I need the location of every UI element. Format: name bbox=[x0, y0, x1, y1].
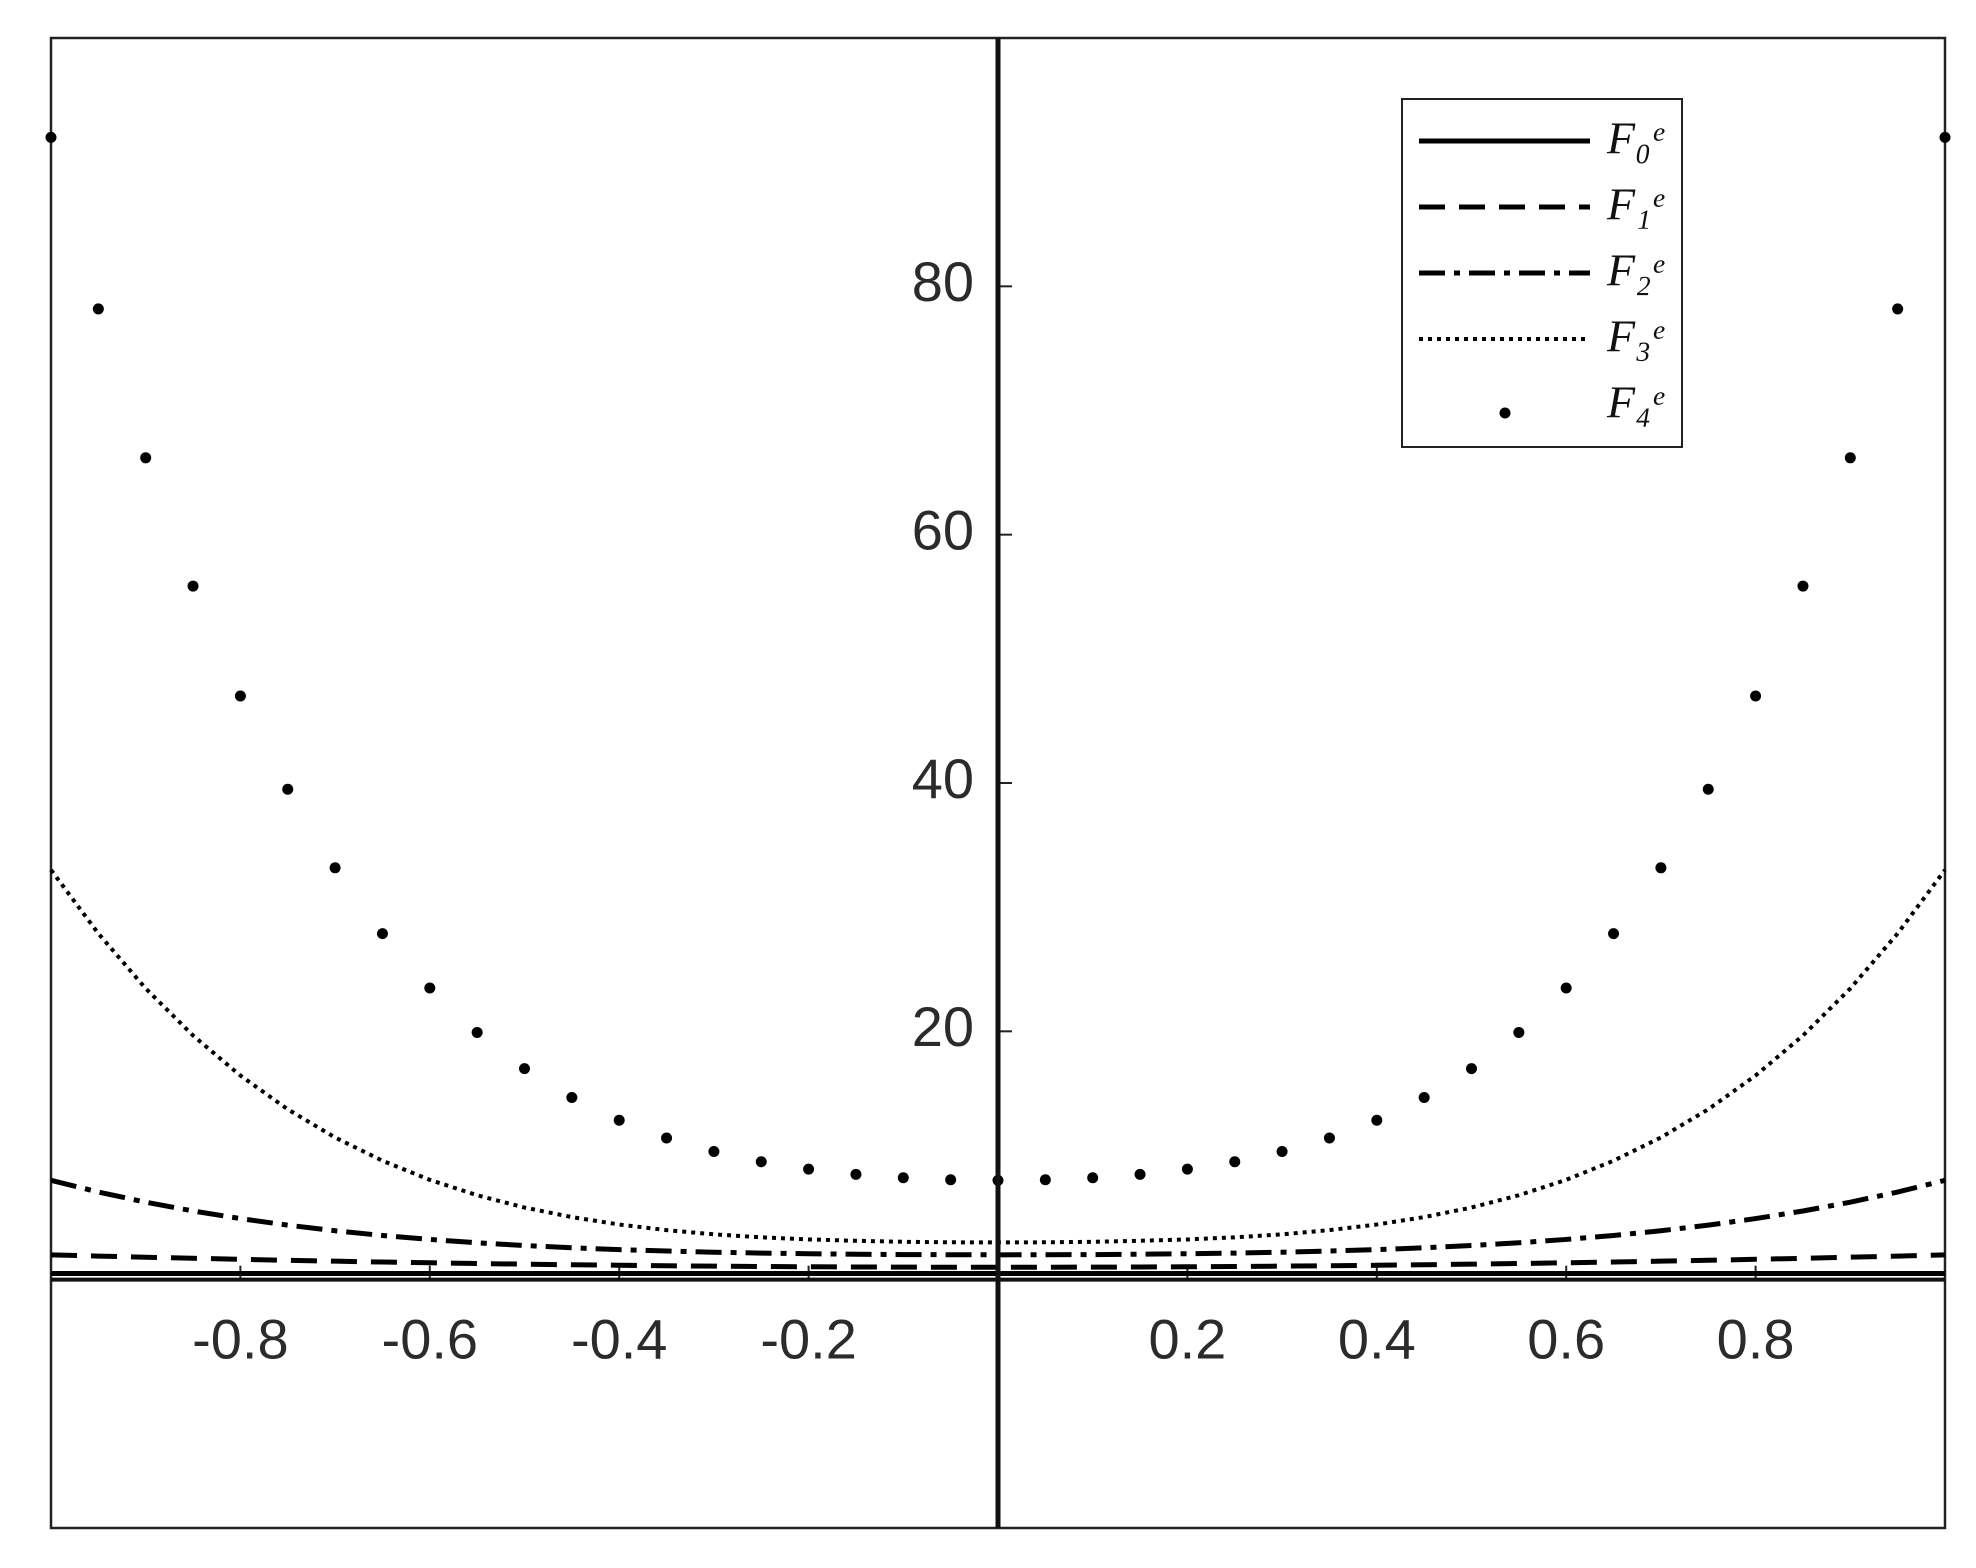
marker bbox=[1750, 690, 1762, 702]
marker bbox=[424, 982, 436, 994]
marker bbox=[471, 1026, 483, 1038]
marker bbox=[1418, 1092, 1430, 1104]
x-tick-label: -0.6 bbox=[382, 1307, 479, 1370]
marker bbox=[661, 1132, 673, 1144]
legend-label: F₃ᵉ bbox=[1606, 311, 1665, 362]
marker bbox=[1371, 1114, 1383, 1126]
x-tick-label: 0.4 bbox=[1338, 1307, 1416, 1370]
legend: F₀ᵉ F₁ᵉ F₂ᵉ F₃ᵉ F₄ᵉ bbox=[1401, 98, 1683, 448]
y-tick-label: 80 bbox=[912, 250, 974, 313]
marker bbox=[1087, 1172, 1099, 1184]
marker bbox=[1702, 783, 1714, 795]
marker bbox=[92, 303, 104, 315]
legend-label: F₂ᵉ bbox=[1606, 245, 1665, 296]
legend-label: F₄ᵉ bbox=[1606, 377, 1665, 428]
marker bbox=[1229, 1156, 1241, 1168]
marker bbox=[1797, 580, 1809, 592]
marker bbox=[1181, 1163, 1193, 1175]
x-tick-label: -0.8 bbox=[192, 1307, 289, 1370]
legend-label: F₀ᵉ bbox=[1606, 113, 1665, 164]
marker bbox=[708, 1146, 720, 1158]
x-tick-label: 0.6 bbox=[1527, 1307, 1605, 1370]
x-tick-label: 0.8 bbox=[1717, 1307, 1795, 1370]
marker bbox=[1608, 928, 1620, 940]
marker bbox=[1892, 303, 1904, 315]
marker bbox=[187, 580, 199, 592]
marker bbox=[850, 1168, 862, 1180]
marker bbox=[234, 690, 246, 702]
marker bbox=[1844, 452, 1856, 464]
marker bbox=[803, 1163, 815, 1175]
y-tick-label: 20 bbox=[912, 995, 974, 1058]
marker bbox=[945, 1174, 957, 1186]
marker bbox=[1560, 982, 1572, 994]
marker bbox=[45, 131, 57, 143]
marker bbox=[519, 1063, 530, 1075]
marker bbox=[1466, 1063, 1477, 1075]
x-tick-label: -0.2 bbox=[760, 1307, 857, 1370]
marker bbox=[376, 928, 388, 940]
marker bbox=[329, 862, 341, 874]
marker bbox=[282, 783, 294, 795]
marker bbox=[1276, 1146, 1288, 1158]
ticks: 20 40 60 80 -0.8 -0.6 -0.4 -0.2 0.2 0.4 0.6 0.8 bbox=[192, 250, 1794, 1370]
marker bbox=[566, 1092, 578, 1104]
marker bbox=[1655, 862, 1667, 874]
marker bbox=[1513, 1026, 1525, 1038]
marker bbox=[1134, 1168, 1146, 1180]
marker bbox=[613, 1114, 625, 1126]
line-dashed bbox=[50, 1252, 1946, 1270]
x-tick-label: -0.4 bbox=[571, 1307, 668, 1370]
marker bbox=[755, 1156, 767, 1168]
y-tick-label: 60 bbox=[912, 498, 974, 561]
x-tick-label: 0.2 bbox=[1148, 1307, 1226, 1370]
marker bbox=[140, 452, 152, 464]
marker bbox=[897, 1172, 909, 1184]
marker bbox=[1323, 1132, 1335, 1144]
marker bbox=[1939, 131, 1951, 143]
legend-label: F₁ᵉ bbox=[1606, 179, 1665, 230]
axes bbox=[51, 38, 1945, 1528]
legend-marker bbox=[1499, 407, 1511, 419]
marker bbox=[1039, 1174, 1051, 1186]
y-tick-label: 40 bbox=[912, 747, 974, 810]
